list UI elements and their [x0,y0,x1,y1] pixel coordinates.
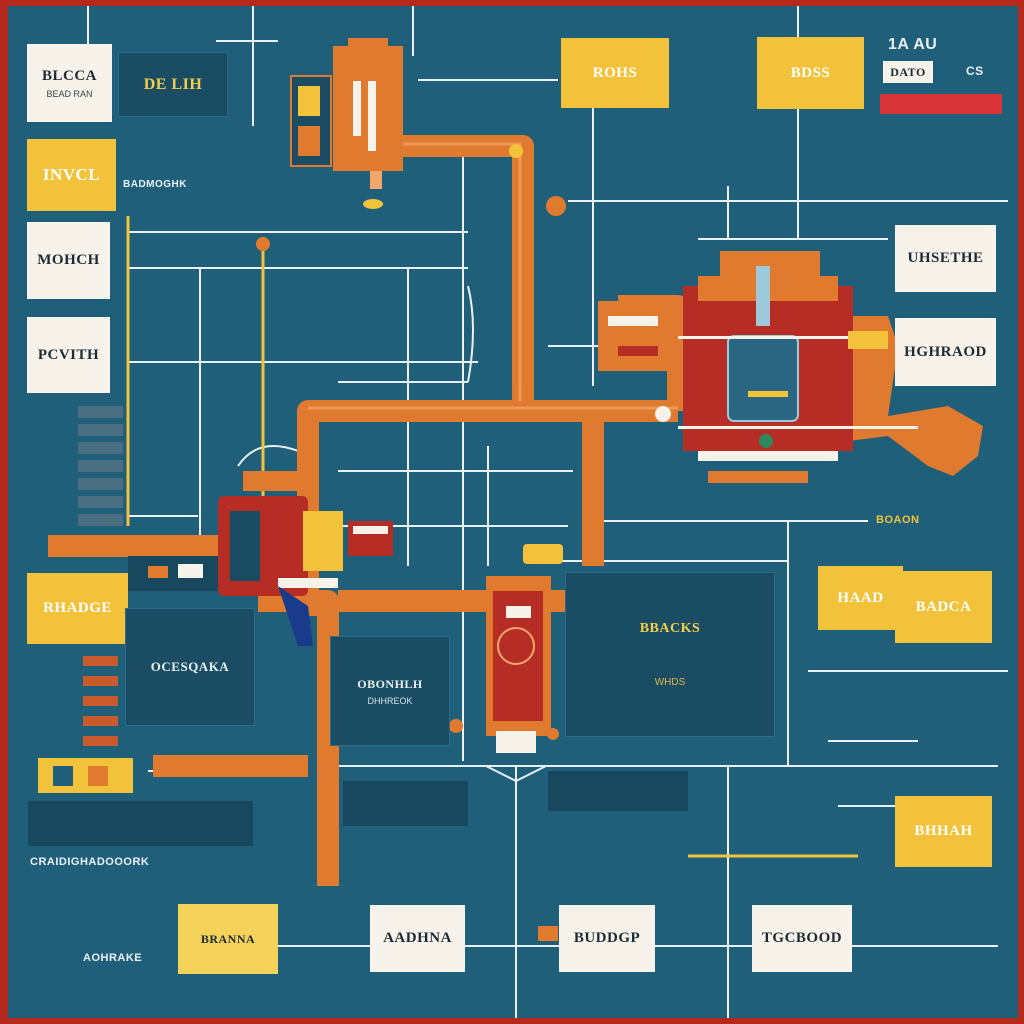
bottom-box-3: BUDDGP [559,905,655,972]
left-bottom-caption: CRAIDIGHADOOORK [30,856,150,868]
header-red-band [880,94,1002,114]
left-bottom-caption-2: AOHRAKE [83,952,143,964]
bottom-box-2: AADHNA [370,905,465,972]
left-box-3: PCVITH [27,317,110,393]
left-box-2: MOHCH [27,222,110,299]
bottom-box-1: BRANNA [178,904,278,974]
top-box-3: BDSS [757,37,864,109]
bottom-box-4: TGCBOOD [752,905,852,972]
machine-fin [848,316,983,476]
right-box-4: BHHAH [895,796,992,867]
top-box-2: ROHS [561,38,669,108]
right-box-2: HGHRAOD [895,318,996,386]
header-tag: DATO [883,61,933,83]
right-box-1: UHSETHE [895,225,996,292]
header-title: 1A AU [888,36,938,53]
thin-lines [87,6,1008,1018]
left-caption-1: BADMOGHK [123,179,187,190]
header-code: CS [966,64,984,78]
circuit-wires [28,6,1008,1018]
right-box-3a: HAAD [818,566,903,630]
top-panel: DE LIH [118,52,228,117]
right-tag: BOAON [876,514,920,526]
top-box-1: BLCCA BEAD RAN [27,44,112,122]
center-panel-a: OBONHLH DHHREOK [330,636,450,746]
right-box-3b: BADCA [895,571,992,643]
diagram-board: 1A AU DATO CS BLCCA BEAD RAN DE LIH ROHS… [8,6,1018,1018]
center-panel-b: BBACKS WHDS [565,572,775,737]
left-panel: OCESQAKA [125,608,255,726]
left-box-4: RHADGE [27,573,128,644]
left-box-1: INVCL [27,139,116,211]
